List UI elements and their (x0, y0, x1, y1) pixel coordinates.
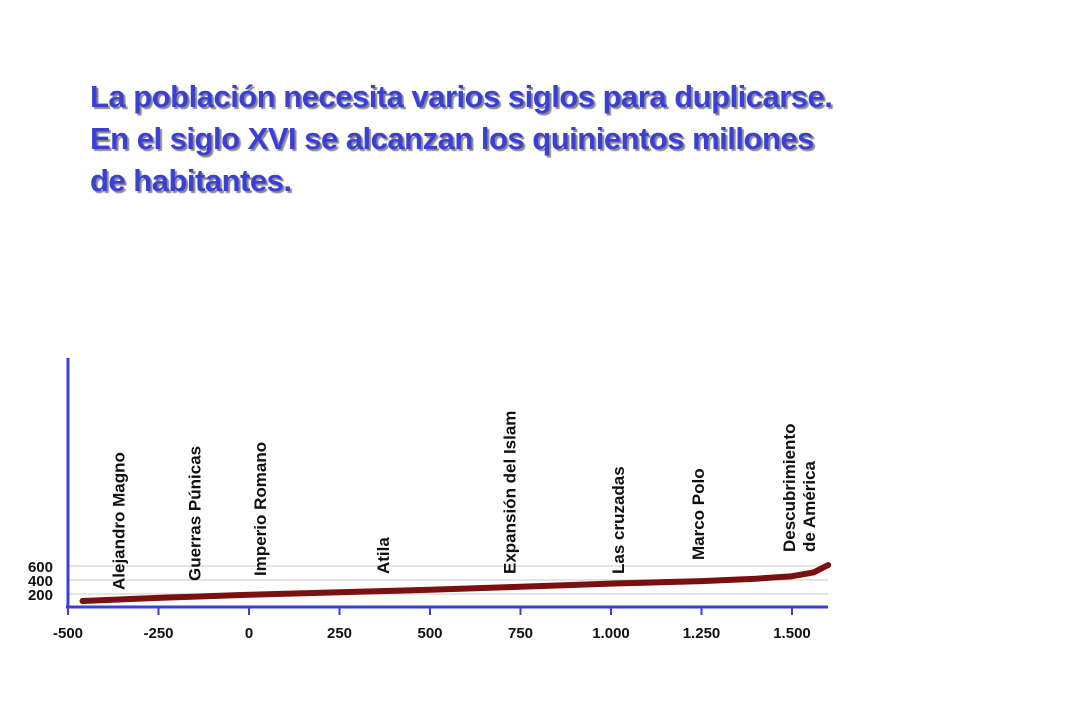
event-label: Expansión del Islam (501, 411, 520, 574)
event-label: Alejandro Magno (110, 452, 129, 590)
x-tick-label: 500 (417, 625, 442, 642)
population-line (79, 562, 832, 604)
x-tick-label: 1.000 (592, 625, 630, 642)
y-tick-label: 400 (28, 573, 53, 590)
title-line-3: de habitantes. (90, 163, 292, 198)
event-label: de América (800, 460, 819, 552)
title-line-1: La población necesita varios siglos para… (90, 79, 833, 114)
event-label: Descubrimiento (780, 424, 799, 552)
event-label: Imperio Romano (251, 442, 270, 576)
x-tick-label: -250 (143, 625, 173, 642)
event-label: Guerras Púnicas (186, 446, 205, 581)
x-tick-label: -500 (53, 625, 83, 642)
event-label: Las cruzadas (609, 466, 628, 574)
x-tick-label: 0 (245, 625, 253, 642)
title-line-2: En el siglo XVI se alcanzan los quinient… (90, 121, 814, 156)
x-tick-label: 250 (327, 625, 352, 642)
event-label: Marco Polo (689, 468, 708, 560)
x-tick-label: 1.250 (683, 625, 721, 642)
y-tick-label: 600 (28, 559, 53, 576)
x-tick-label: 1.500 (773, 625, 811, 642)
slide-title: La población necesita varios siglos para… (90, 76, 990, 202)
x-tick-label: 750 (508, 625, 533, 642)
y-tick-label: 200 (28, 587, 53, 604)
event-label: Atila (374, 537, 393, 574)
